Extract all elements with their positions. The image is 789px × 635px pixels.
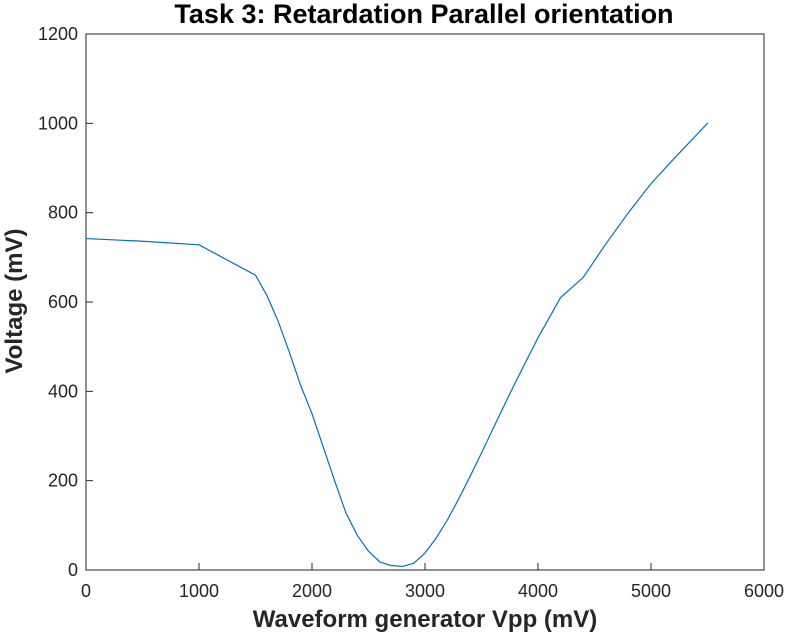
y-axis: 0 200 400 600 800 1000 1200 <box>38 24 93 580</box>
x-tick-label: 4000 <box>518 581 558 601</box>
x-tick-label: 5000 <box>631 581 671 601</box>
plot-area <box>85 33 765 571</box>
y-axis-label: Voltage (mV) <box>1 229 28 374</box>
x-tick-label: 6000 <box>744 581 784 601</box>
x-tick-label: 3000 <box>405 581 445 601</box>
x-axis: 0 1000 2000 3000 4000 5000 6000 <box>81 563 784 601</box>
x-tick-label: 1000 <box>179 581 219 601</box>
y-tick-label: 0 <box>68 560 78 580</box>
y-tick-label: 600 <box>48 292 78 312</box>
y-tick-label: 1000 <box>38 113 78 133</box>
x-tick-label: 2000 <box>292 581 332 601</box>
x-axis-label: Waveform generator Vpp (mV) <box>253 606 598 633</box>
y-tick-label: 200 <box>48 471 78 491</box>
chart-title: Task 3: Retardation Parallel orientation <box>174 0 673 29</box>
y-tick-label: 800 <box>48 203 78 223</box>
y-tick-label: 400 <box>48 381 78 401</box>
y-tick-label: 1200 <box>38 24 78 44</box>
data-series-line <box>85 122 709 568</box>
x-tick-label: 0 <box>81 581 91 601</box>
